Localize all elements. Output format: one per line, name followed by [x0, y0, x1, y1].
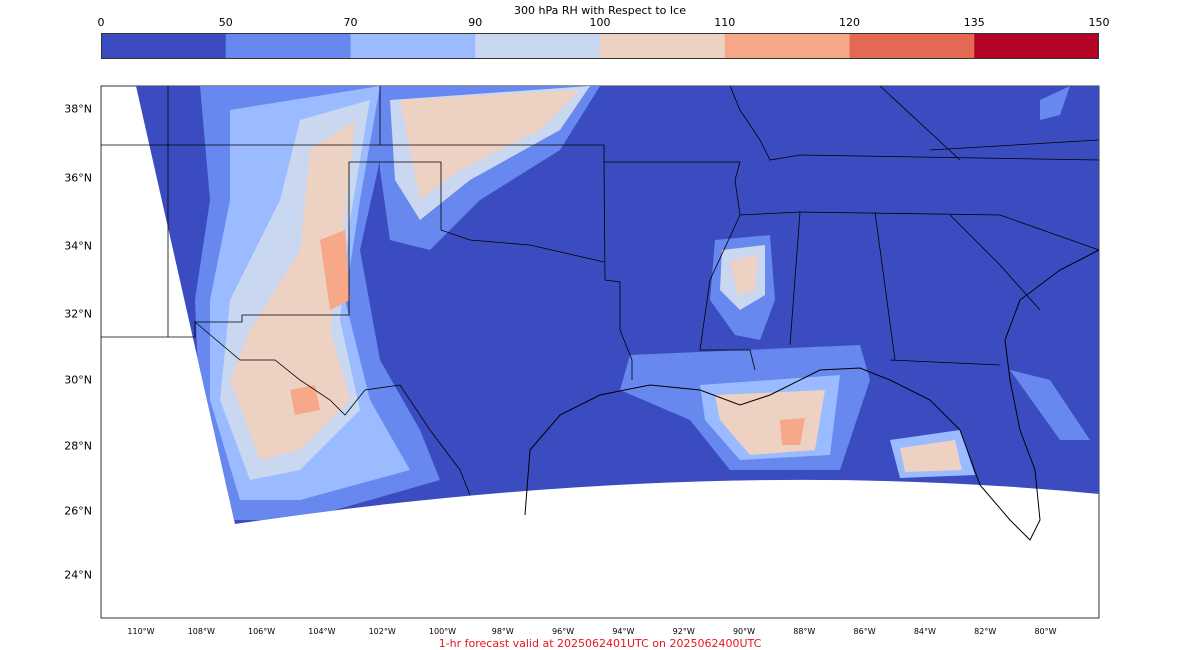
colorbar-tick-label: 90 — [468, 16, 483, 29]
colorbar-segment — [849, 33, 975, 59]
longitude-label: 80°W — [1034, 627, 1057, 636]
colorbar-segment — [724, 33, 850, 59]
colorbar-title: 300 hPa RH with Respect to Ice — [514, 4, 686, 17]
colorbar-segment — [974, 33, 1099, 59]
longitude-label: 92°W — [672, 627, 695, 636]
colorbar-tick-label: 110 — [714, 16, 736, 29]
colorbar-segment — [350, 33, 476, 59]
longitude-label: 108°W — [187, 627, 215, 636]
colorbar — [101, 33, 1099, 59]
rh-field — [136, 86, 1099, 524]
longitude-label: 94°W — [612, 627, 635, 636]
state-borders — [101, 85, 1100, 496]
colorbar-border — [101, 33, 1099, 59]
latitude-label: 32°N — [64, 307, 92, 321]
latitude-label: 36°N — [64, 171, 92, 185]
rh-region-west — [230, 120, 355, 460]
colorbar-tick-label: 135 — [963, 16, 985, 29]
colorbar-segment — [101, 33, 227, 59]
longitude-label: 90°W — [732, 627, 756, 636]
rh-region-west — [290, 385, 320, 415]
rh-region-atl — [1010, 370, 1090, 440]
rh-region-atl — [1040, 86, 1070, 120]
coastline — [524, 249, 1100, 541]
colorbar-tick-label: 150 — [1088, 16, 1110, 29]
longitude-label: 88°W — [793, 627, 816, 636]
latitude-label: 30°N — [64, 373, 92, 387]
latitude-label: 24°N — [64, 568, 92, 582]
latitude-label: 34°N — [64, 239, 92, 253]
colorbar-tick-label: 120 — [839, 16, 860, 29]
latitude-label: 26°N — [64, 504, 92, 518]
rh-region-gulf — [780, 418, 805, 445]
longitude-label: 110°W — [127, 627, 155, 636]
longitude-label: 82°W — [974, 627, 997, 636]
longitude-label: 100°W — [428, 627, 457, 636]
rh-region-west — [320, 230, 350, 310]
rh-region-ms — [730, 255, 758, 295]
longitude-label: 104°W — [308, 627, 336, 636]
colorbar-segment — [475, 33, 601, 59]
latitude-label: 38°N — [64, 102, 92, 116]
longitude-label: 98°W — [491, 627, 514, 636]
colorbar-segment — [225, 33, 351, 59]
latitude-label: 28°N — [64, 439, 92, 453]
colorbar-tick-label: 50 — [218, 16, 233, 29]
colorbar-tick-label: 0 — [97, 16, 105, 29]
longitude-label: 84°W — [913, 627, 936, 636]
colorbar-tick-label: 100 — [589, 16, 611, 29]
longitude-label: 106°W — [248, 627, 276, 636]
colorbar-segment — [600, 33, 726, 59]
colorbar-tick-label: 70 — [343, 16, 358, 29]
longitude-label: 102°W — [368, 627, 396, 636]
longitude-label: 96°W — [552, 627, 575, 636]
rh-region-egulf — [900, 440, 962, 472]
forecast-caption: 1-hr forecast valid at 2025062401UTC on … — [438, 637, 762, 650]
longitude-label: 86°W — [853, 627, 876, 636]
